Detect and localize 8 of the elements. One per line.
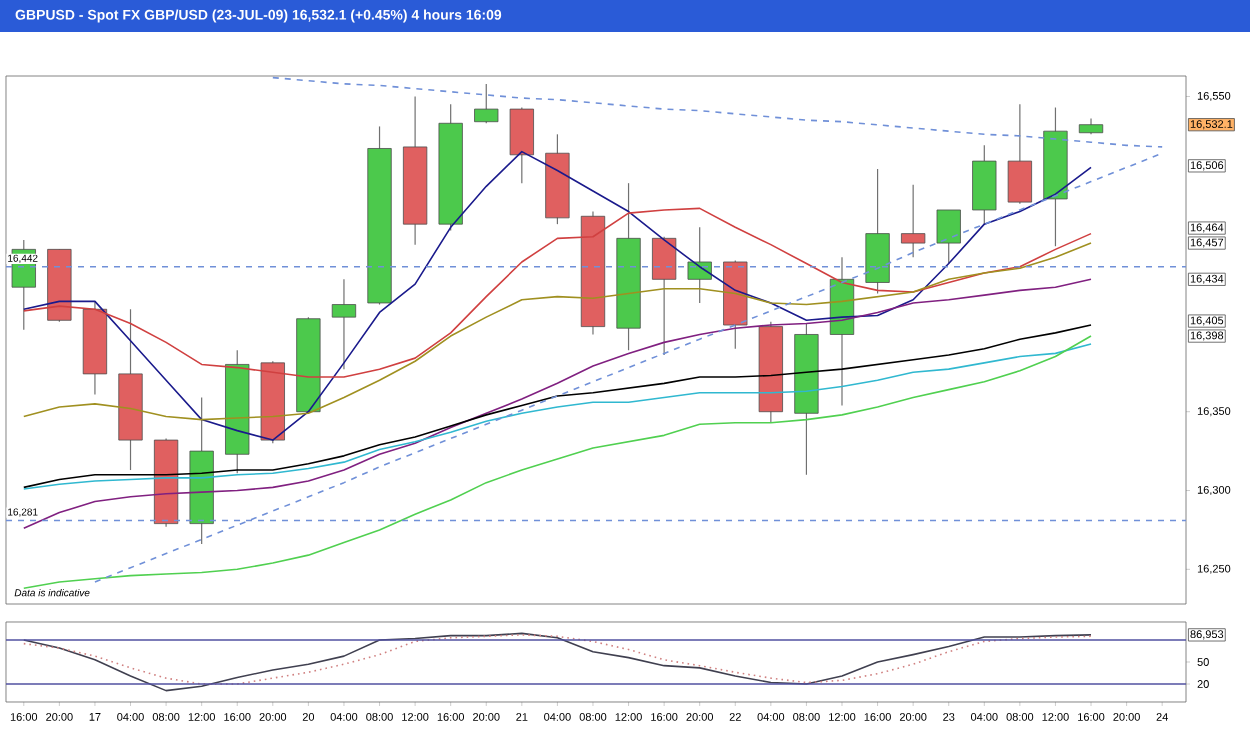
candlestick xyxy=(687,226,712,304)
candlestick xyxy=(651,236,677,356)
candlestick xyxy=(509,106,534,184)
candlestick xyxy=(901,184,926,258)
candlestick xyxy=(1007,103,1033,205)
candlestick xyxy=(474,83,499,124)
candlestick xyxy=(936,209,961,265)
candlestick xyxy=(331,278,357,370)
